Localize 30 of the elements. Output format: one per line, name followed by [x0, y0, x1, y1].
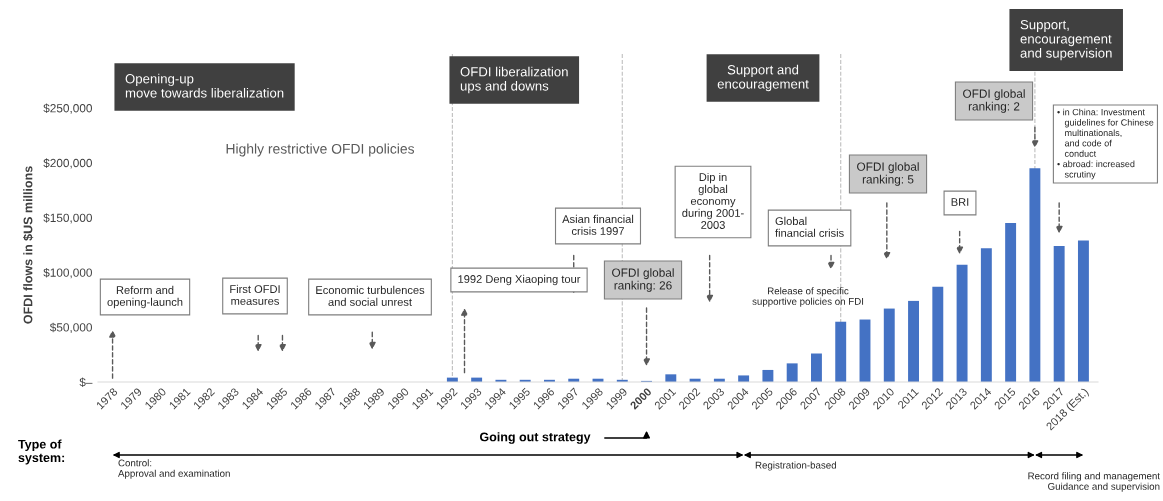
annotation: Highly restrictive OFDI policies — [226, 143, 415, 157]
text: Registration-based — [755, 461, 836, 471]
text: Support, encouragement and supervision — [1020, 19, 1112, 61]
annotation: First OFDI measures — [230, 284, 280, 305]
y-tick-label: $100,000 — [43, 267, 92, 279]
annotation: BRI — [951, 198, 969, 206]
annotation: OFDI global ranking: 2 — [963, 89, 1025, 113]
annotation: Release of specific supportive policies on FDI — [752, 287, 864, 307]
text: Going out strategy — [479, 432, 591, 444]
annotation: Global financial crisis — [775, 216, 844, 237]
annotation: OFDI global ranking: 5 — [857, 162, 919, 186]
text: Record filing and management Guidance and supervision — [1028, 472, 1160, 492]
text: Support and encouragement — [717, 64, 809, 92]
y-tick-label: $50,000 — [49, 322, 92, 333]
y-tick-label: $200,000 — [43, 158, 92, 169]
annotation: Asian financial crisis 1997 — [562, 214, 634, 235]
annotation: OFDI global ranking: 26 — [612, 268, 674, 292]
annotation: Dip in global economy during 2001- 2003 — [682, 172, 744, 229]
y-tick-label: $– — [79, 377, 93, 388]
text: Opening-up move towards liberalization — [125, 73, 284, 98]
y-tick-label: $250,000 — [43, 103, 92, 114]
annotation: • in China: Investment guidelines for Chinese multinationals, and code of conduct • abroad: increased scrutiny — [1057, 108, 1154, 180]
text: OFDI liberalization ups and downs — [460, 66, 568, 94]
annotation: Reform and opening-launch — [107, 285, 183, 309]
text: Type of system: — [18, 439, 65, 465]
annotation: Economic turbulences and social unrest — [316, 285, 425, 306]
y-axis-title: OFDI flows in $US millions — [23, 166, 34, 324]
text: Control: Approval and examination — [118, 459, 230, 479]
annotation: 1992 Deng Xiaoping tour — [458, 274, 581, 286]
y-tick-label: $150,000 — [43, 213, 92, 224]
